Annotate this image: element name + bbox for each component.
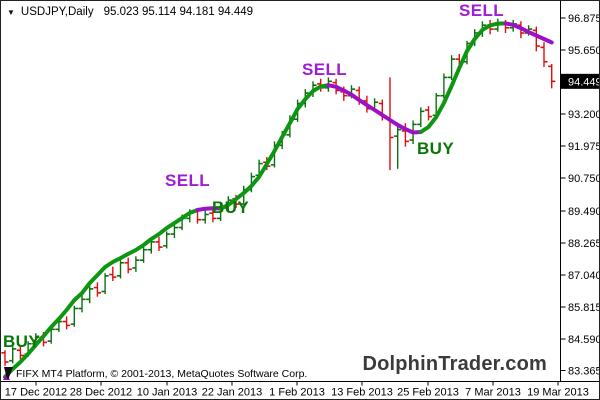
- ohlc-bar: [124, 257, 132, 274]
- date-tick-label: 22 Jan 2013: [202, 387, 263, 399]
- sell-signal-label: SELL: [165, 171, 211, 190]
- ohlc-bar: [448, 55, 456, 81]
- price-tick-label: 96.875: [568, 13, 600, 25]
- ohlc-bar: [540, 42, 548, 67]
- ohlc-bar: [548, 63, 556, 89]
- ohlc-bar: [63, 316, 71, 330]
- buy-signal-label: BUY: [3, 332, 41, 351]
- ohlc-bar: [424, 106, 433, 121]
- price-tick-label: 85.815: [568, 302, 600, 314]
- ohlc-bar: [209, 209, 217, 223]
- platform-credit: FIFX MT4 Platform, © 2001-2013, MetaQuot…: [3, 367, 307, 380]
- ohlc-bar: [16, 345, 24, 360]
- watermark-text: DolphinTrader.com: [362, 353, 547, 375]
- date-tick-label: 10 Jan 2013: [137, 387, 198, 399]
- ma-segment-bearish: [503, 21, 554, 45]
- price-tick-label: 88.265: [568, 238, 600, 250]
- buy-signal-label: BUY: [417, 139, 455, 158]
- current-price-label: 94.449: [568, 76, 600, 88]
- ohlc-bar: [163, 231, 171, 249]
- platform-credit-text: FIFX MT4 Platform, © 2001-2013, MetaQuot…: [16, 367, 308, 380]
- current-price-tag: [561, 73, 599, 89]
- price-tick-label: 89.490: [568, 206, 600, 218]
- ohlc-bar: [93, 282, 101, 297]
- ohlc-bar: [532, 26, 540, 52]
- sell-signal-label: SELL: [302, 60, 348, 79]
- date-tick-label: 28 Dec 2012: [70, 387, 132, 399]
- ohlc-bar: [394, 125, 402, 169]
- ma-segment-bullish: [418, 21, 508, 134]
- ohlc-bar: [70, 305, 78, 327]
- price-tick-label: 95.650: [568, 45, 600, 57]
- ohlc-bar: [417, 107, 425, 128]
- price-tick-label: 90.750: [568, 173, 600, 185]
- buy-signal-label: BUY: [212, 198, 250, 217]
- date-tick-label: 13 Feb 2013: [331, 387, 393, 399]
- ohlc-bar: [9, 346, 17, 364]
- ohlc-bar: [201, 210, 209, 224]
- date-tick-label: 7 Mar 2013: [465, 387, 521, 399]
- symbol-timeframe-label: USDJPY,Daily: [20, 6, 94, 18]
- price-tick-label: 84.590: [568, 334, 600, 346]
- ma-segment-bearish: [326, 83, 423, 135]
- ohlc-bar: [109, 266, 117, 282]
- ohlc-bar: [140, 245, 148, 263]
- ohlc-bar: [101, 273, 109, 295]
- ma-segment-bearish: [195, 206, 223, 212]
- date-tick-label: 17 Dec 2012: [5, 387, 67, 399]
- ma-segment-bullish: [3, 208, 200, 379]
- symbol-dropdown-icon[interactable]: ▼: [7, 7, 15, 17]
- ohlc-bar: [170, 223, 178, 238]
- date-tick-label: 25 Feb 2013: [397, 387, 459, 399]
- price-tick-label: 83.365: [568, 366, 600, 378]
- ohlc-bar: [86, 284, 94, 304]
- metaquotes-logo-icon: [3, 367, 13, 380]
- date-tick-label: 1 Feb 2013: [269, 387, 325, 399]
- ma-segment-bullish: [218, 83, 331, 211]
- ohlc-bar: [78, 295, 86, 313]
- sell-signal-label: SELL: [459, 1, 505, 20]
- ohlc-bar: [116, 260, 125, 279]
- ohlc-bar: [132, 256, 140, 272]
- price-tick-label: 87.040: [568, 270, 600, 282]
- price-tick-label: 93.200: [568, 109, 600, 121]
- chart-title-bar: ▼ USDJPY,Daily 95.023 95.114 94.181 94.4…: [7, 6, 253, 18]
- ohlc-bar: [440, 73, 448, 99]
- ohlc-bar: [1, 350, 9, 366]
- ohlc-bar: [155, 236, 163, 252]
- quote-ohlc-label: 95.023 95.114 94.181 94.449: [103, 6, 254, 18]
- date-tick-label: 19 Mar 2013: [527, 387, 589, 399]
- price-tick-label: 91.975: [568, 141, 600, 153]
